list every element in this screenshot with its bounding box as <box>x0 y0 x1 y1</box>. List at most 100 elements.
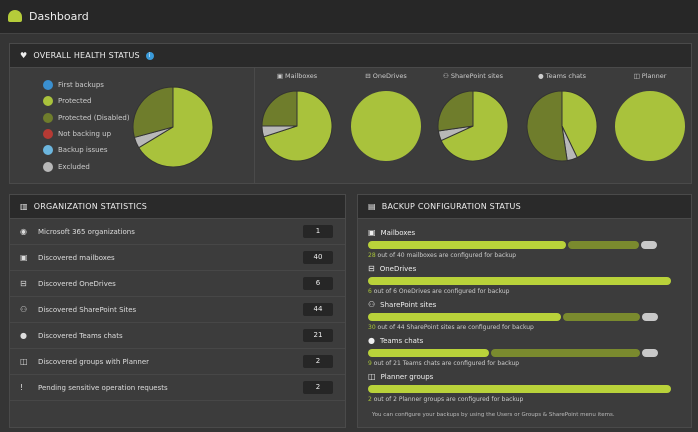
stat-value: 6 <box>303 277 333 290</box>
stat-value: 2 <box>303 355 333 368</box>
stat-row: ⚇ Discovered SharePoint Sites 44 <box>10 297 345 323</box>
backup-config-panel: ▤ BACKUP CONFIGURATION STATUS ▣ Mailboxes 2… <box>357 194 692 428</box>
backup-item-status: 6 out of 6 OneDrives are configured for … <box>368 288 681 295</box>
stat-label: Discovered groups with Planner <box>38 357 150 366</box>
planner-icon: ◫ <box>368 372 376 381</box>
legend-swatch <box>43 161 53 172</box>
legend-item: First backups <box>43 77 130 93</box>
legend-swatch <box>43 80 53 91</box>
pie-onedrives <box>351 91 421 161</box>
pie-mailboxes <box>261 90 333 162</box>
pie-slice-protected[interactable] <box>138 86 214 168</box>
pie-slice-protected-disabled[interactable] <box>261 90 298 127</box>
legend-item: Protected (Disabled) <box>43 110 130 126</box>
backup-item-status: 9 out of 21 Teams chats are configured f… <box>368 360 681 367</box>
chat-icon: ● <box>20 331 27 340</box>
configured-count: 30 <box>368 324 376 331</box>
globe-icon: ◉ <box>20 227 27 236</box>
org-stats-panel: ▥ ORGANIZATION STATISTICS ◉ Microsoft 365 … <box>9 194 346 428</box>
backup-item-status: 28 out of 40 mailboxes are configured fo… <box>368 252 681 259</box>
bar-protected <box>368 277 671 285</box>
bar-protected <box>368 385 671 393</box>
backup-item-label: Teams chats <box>379 336 424 345</box>
overall-pie <box>132 86 214 168</box>
pie-slice-protected-disabled[interactable] <box>526 90 568 162</box>
backup-item: ◫ Planner groups 2 out of 2 Planner groups… <box>358 372 691 403</box>
configured-count: 2 <box>368 396 372 403</box>
backup-item-status: 30 out of 44 SharePoint sites are config… <box>368 324 681 331</box>
pie-slice-protected-disabled[interactable] <box>132 86 174 139</box>
backup-item: ● Teams chats 9 out of 21 Teams chats are … <box>358 336 691 367</box>
progress-bar <box>368 385 671 393</box>
panel-header: ▤ BACKUP CONFIGURATION STATUS <box>358 195 691 219</box>
planner-icon: ◫ <box>20 357 28 366</box>
bar-protected <box>368 313 561 321</box>
legend-swatch <box>43 96 53 107</box>
pie-slice-protected[interactable] <box>615 91 685 161</box>
stat-label: Discovered OneDrives <box>38 279 116 288</box>
stat-row: ▣ Discovered mailboxes 40 <box>10 245 345 271</box>
pie-slice-protected[interactable] <box>263 90 333 162</box>
chat-icon: ● <box>538 72 544 80</box>
stat-row: ◉ Microsoft 365 organizations 1 <box>10 219 345 245</box>
mailbox-icon: ▣ <box>368 228 376 237</box>
stat-value: 1 <box>303 225 333 238</box>
configured-count: 9 <box>368 360 372 367</box>
pie-label-text: Teams chats <box>545 72 586 80</box>
bar-disabled <box>491 349 640 357</box>
backup-item-label: Planner groups <box>380 372 434 381</box>
backup-item: ⚇ SharePoint sites 30 out of 44 SharePoint… <box>358 300 691 331</box>
legend-label: Excluded <box>58 162 90 171</box>
pie-slice-protected[interactable] <box>351 91 421 161</box>
pie-label-text: SharePoint sites <box>450 72 503 80</box>
legend-item: Protected <box>43 93 130 109</box>
bar-excluded <box>641 349 658 357</box>
stat-row: ● Discovered Teams chats 21 <box>10 323 345 349</box>
pie-slice-protected[interactable] <box>440 90 509 162</box>
legend-item: Excluded <box>43 158 130 174</box>
stat-row: ⊟ Discovered OneDrives 6 <box>10 271 345 297</box>
health-panel: ♥ OVERALL HEALTH STATUS i First backups Pro… <box>9 43 692 184</box>
pie-slice-protected-disabled[interactable] <box>437 90 474 132</box>
panel-header: ♥ OVERALL HEALTH STATUS i <box>10 44 691 68</box>
pie-teams-chats <box>526 90 598 162</box>
configured-count: 28 <box>368 252 376 259</box>
sitemap-icon: ⚇ <box>443 72 449 80</box>
mailbox-icon: ▣ <box>276 72 283 80</box>
legend-item: Backup issues <box>43 142 130 158</box>
panel-title: ORGANIZATION STATISTICS <box>33 202 148 211</box>
bar-excluded <box>642 313 659 321</box>
bar-disabled <box>568 241 639 249</box>
config-icon: ▤ <box>368 202 376 211</box>
divider <box>254 68 255 183</box>
panel-title: BACKUP CONFIGURATION STATUS <box>381 202 521 211</box>
pie-label-text: Planner <box>641 72 667 80</box>
pie-label: ● Teams chats <box>538 72 586 80</box>
sitemap-icon: ⚇ <box>20 305 28 314</box>
stat-value: 2 <box>303 381 333 394</box>
legend-label: First backups <box>58 81 104 90</box>
planner-icon: ◫ <box>633 72 640 80</box>
pie-planner <box>615 91 685 161</box>
mailbox-icon: ▣ <box>20 253 28 262</box>
legend-label: Protected <box>58 97 92 106</box>
stat-value: 40 <box>303 251 333 264</box>
top-bar: Dashboard <box>0 0 698 34</box>
stat-value: 44 <box>303 303 333 316</box>
bar-protected <box>368 241 567 249</box>
progress-bar <box>368 277 671 285</box>
pie-label: ◫ Planner <box>634 72 667 80</box>
stat-row: ◫ Discovered groups with Planner 2 <box>10 349 345 375</box>
status-text: out of 40 mailboxes are configured for b… <box>375 252 517 259</box>
status-text: out of 6 OneDrives are configured for ba… <box>371 288 510 295</box>
pie-label: ▣ Mailboxes <box>277 72 317 80</box>
legend-swatch <box>43 129 53 140</box>
backup-footer-note: You can configure your backups by using … <box>372 412 615 418</box>
stat-row: ! Pending sensitive operation requests 2 <box>10 375 345 401</box>
sitemap-icon: ⚇ <box>368 300 376 309</box>
chat-icon: ● <box>368 336 375 345</box>
info-icon[interactable]: i <box>145 51 154 60</box>
legend: First backups Protected Protected (Disable… <box>43 77 130 175</box>
pie-label: ⚇ SharePoint sites <box>443 72 503 80</box>
pie-slice-protected[interactable] <box>561 90 598 159</box>
